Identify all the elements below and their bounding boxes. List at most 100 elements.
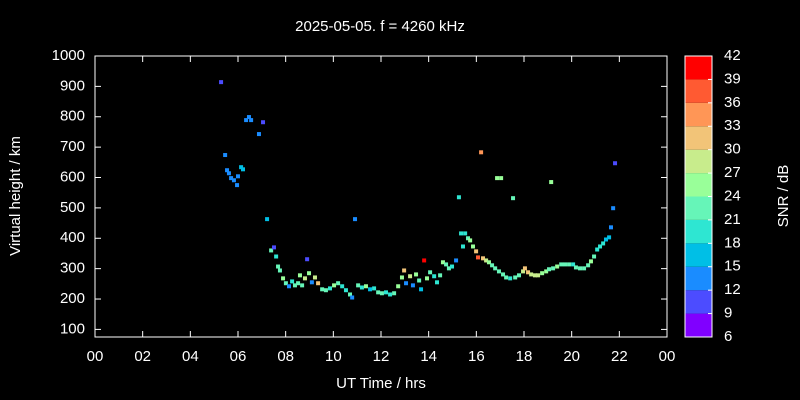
data-point (388, 292, 393, 297)
data-point (613, 161, 618, 166)
data-point (496, 269, 501, 274)
data-point (486, 260, 491, 265)
colorbar-segment (685, 313, 712, 337)
data-point (300, 283, 305, 288)
data-point (476, 255, 481, 260)
data-point (320, 287, 325, 292)
data-point (271, 245, 276, 250)
data-point (562, 262, 567, 267)
data-point (290, 279, 295, 284)
data-point (396, 284, 401, 289)
data-point (532, 273, 537, 278)
data-point (309, 280, 314, 285)
data-point (607, 235, 612, 240)
data-point (256, 132, 261, 137)
data-point (265, 217, 270, 222)
colorbar-segment (685, 243, 712, 267)
data-point (521, 269, 526, 274)
data-point (283, 281, 288, 286)
data-point (276, 264, 281, 269)
data-point (529, 272, 534, 277)
data-point (219, 80, 224, 85)
data-point (536, 273, 541, 278)
data-point (402, 268, 407, 273)
data-point (372, 286, 377, 291)
x-tick-label: 00 (87, 348, 104, 365)
data-point (302, 276, 307, 281)
colorbar-segment (685, 196, 712, 220)
data-point (440, 260, 445, 265)
data-point (459, 231, 464, 236)
data-point (573, 265, 578, 270)
data-point (408, 274, 413, 279)
data-point (231, 178, 236, 183)
data-point (435, 280, 440, 285)
y-axis-label: Virtual height / km (7, 136, 24, 256)
data-point (504, 275, 509, 280)
colorbar-tick-label: 36 (724, 94, 741, 111)
data-point (348, 292, 353, 297)
data-point (359, 285, 364, 290)
data-point (470, 244, 475, 249)
y-tick-label: 200 (60, 290, 85, 307)
data-point (567, 262, 572, 267)
data-point (296, 281, 301, 286)
data-point (327, 286, 332, 291)
data-point (235, 183, 240, 188)
data-point (493, 266, 498, 271)
data-point (592, 254, 597, 259)
data-point (363, 284, 368, 289)
data-point (312, 275, 317, 280)
data-point (226, 171, 231, 176)
data-point (549, 180, 554, 185)
data-point (555, 264, 560, 269)
y-tick-label: 600 (60, 168, 85, 185)
data-point (511, 196, 516, 201)
data-point (513, 275, 518, 280)
colorbar-tick-label: 33 (724, 117, 741, 134)
data-point (307, 271, 312, 276)
x-tick-label: 14 (420, 348, 437, 365)
data-point (544, 269, 549, 274)
data-point (399, 275, 404, 280)
y-tick-label: 700 (60, 138, 85, 155)
data-point (559, 262, 564, 267)
colorbar-tick-label: 12 (724, 281, 741, 298)
data-point (465, 236, 470, 241)
colorbar-tick-label: 30 (724, 141, 741, 158)
data-point (578, 266, 583, 271)
data-point (281, 276, 286, 281)
data-point (316, 281, 321, 286)
data-point (239, 165, 244, 170)
x-tick-label: 12 (373, 348, 390, 365)
data-point (392, 291, 397, 296)
data-point (438, 273, 443, 278)
data-point (450, 264, 455, 269)
data-point (595, 247, 600, 252)
data-point (419, 287, 424, 292)
data-point (336, 281, 341, 286)
x-tick-label: 06 (230, 348, 247, 365)
data-point (601, 241, 606, 246)
data-point (236, 174, 240, 179)
x-tick-label: 20 (563, 348, 580, 365)
colorbar-segment (685, 56, 712, 80)
data-point (379, 291, 384, 296)
colorbar-tick-label: 42 (724, 47, 741, 64)
data-point (456, 195, 461, 200)
y-tick-label: 500 (60, 199, 85, 216)
colorbar-segment (685, 266, 712, 291)
data-point (522, 266, 527, 271)
data-point (508, 276, 513, 281)
data-point (246, 115, 251, 120)
x-tick-label: 02 (134, 348, 151, 365)
data-point (444, 262, 449, 267)
data-point (287, 284, 292, 289)
data-point (356, 283, 361, 288)
colorbar-segment (685, 173, 712, 197)
data-point (582, 266, 587, 271)
data-point (368, 287, 373, 292)
data-point (428, 270, 433, 275)
data-point (269, 248, 274, 253)
